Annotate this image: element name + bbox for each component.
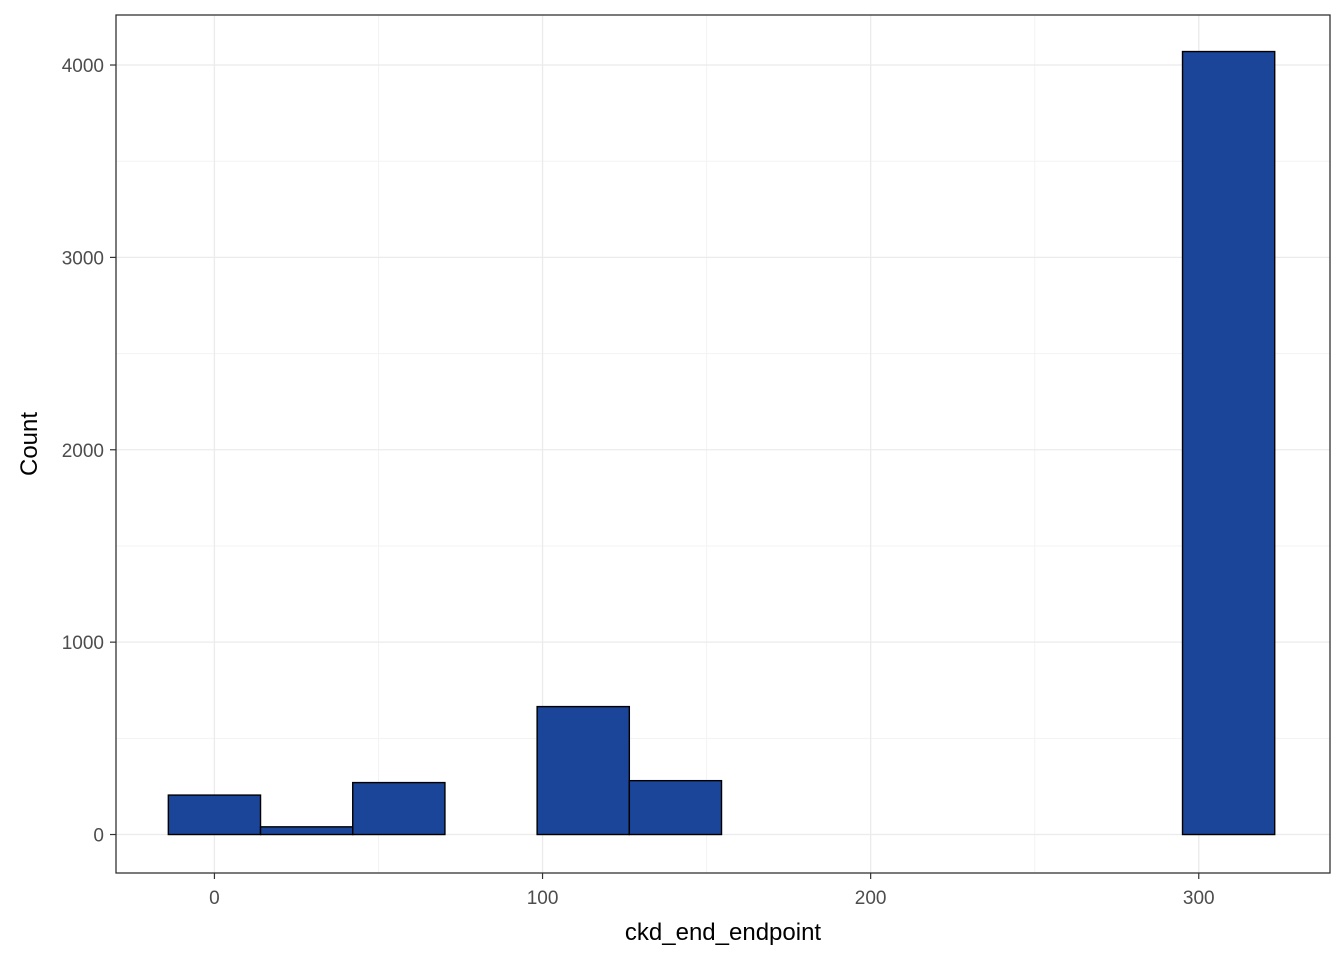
x-tick-label: 0 (209, 888, 220, 909)
histogram-bar (259, 826, 354, 836)
x-tick-label: 200 (855, 888, 887, 909)
histogram-bar (352, 781, 446, 836)
x-axis-title: ckd_end_endpoint (625, 919, 822, 946)
histogram-bars (167, 50, 1276, 836)
histogram-bar (167, 794, 262, 836)
y-tick-label: 0 (93, 826, 104, 847)
histogram-bar (628, 779, 723, 836)
histogram-bar (536, 705, 631, 836)
histogram-bar (1181, 50, 1276, 836)
x-tick-label: 100 (527, 888, 559, 909)
panel-border (115, 14, 1331, 874)
y-tick-label: 1000 (62, 633, 104, 654)
y-axis-title: Count (16, 412, 43, 476)
x-tick-label: 300 (1183, 888, 1215, 909)
y-tick-label: 3000 (62, 248, 104, 269)
y-tick-label: 2000 (62, 441, 104, 462)
grid-lines (116, 15, 1330, 873)
y-tick-label: 4000 (62, 56, 104, 77)
